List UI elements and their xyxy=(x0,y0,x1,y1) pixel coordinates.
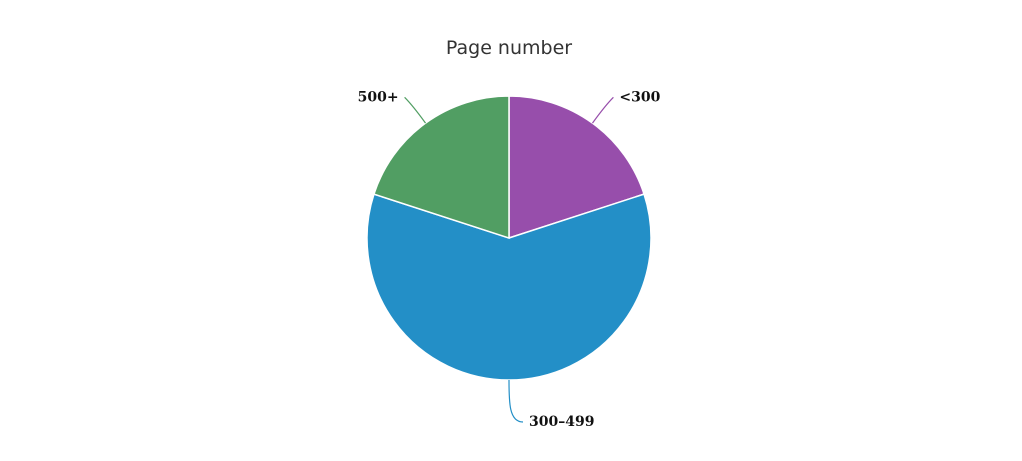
leader-line xyxy=(404,96,427,124)
slice-label: 500+ xyxy=(358,89,399,105)
slice-label: 300–499 xyxy=(529,414,594,430)
pie-slice xyxy=(508,95,645,240)
pie-slice xyxy=(373,95,510,240)
chart-title: Page number xyxy=(446,37,572,59)
slice-label: <300 xyxy=(619,89,660,105)
leader-line xyxy=(508,379,524,423)
leader-line xyxy=(591,96,614,124)
